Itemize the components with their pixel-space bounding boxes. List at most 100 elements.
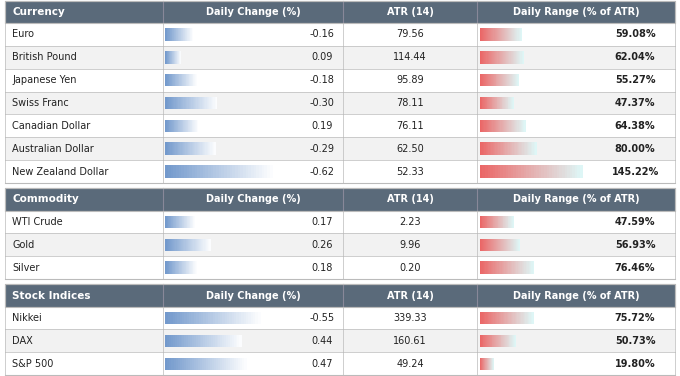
Bar — [172, 216, 173, 228]
Bar — [174, 216, 175, 228]
Bar — [186, 261, 187, 274]
Bar — [505, 120, 507, 132]
Bar — [516, 28, 517, 41]
Bar — [176, 165, 179, 178]
Bar — [5, 352, 675, 375]
Bar — [269, 165, 273, 178]
Bar — [173, 97, 175, 109]
Bar — [183, 120, 184, 132]
Bar — [484, 238, 486, 251]
Bar — [203, 335, 205, 347]
Bar — [186, 335, 188, 347]
Bar — [201, 335, 203, 347]
Bar — [206, 238, 207, 251]
Bar — [516, 120, 517, 132]
Bar — [500, 51, 502, 64]
Bar — [184, 216, 186, 228]
Bar — [481, 74, 482, 86]
Bar — [166, 216, 167, 228]
Bar — [177, 51, 179, 64]
Bar — [194, 312, 197, 324]
Bar — [491, 335, 492, 347]
Bar — [509, 120, 511, 132]
Bar — [191, 261, 192, 274]
Bar — [500, 28, 501, 41]
Bar — [192, 261, 194, 274]
Text: 19.80%: 19.80% — [615, 359, 656, 369]
Bar — [492, 143, 494, 155]
Bar — [505, 97, 506, 109]
Text: -0.16: -0.16 — [309, 29, 334, 39]
Bar — [210, 143, 212, 155]
Bar — [484, 358, 485, 370]
Bar — [504, 97, 505, 109]
Bar — [483, 74, 485, 86]
Bar — [495, 238, 496, 251]
Bar — [171, 28, 173, 41]
Bar — [179, 74, 180, 86]
Text: 0.26: 0.26 — [311, 240, 333, 250]
Bar — [490, 358, 491, 370]
Bar — [504, 261, 506, 274]
Bar — [513, 28, 515, 41]
Bar — [174, 143, 175, 155]
Bar — [256, 312, 258, 324]
Bar — [193, 216, 194, 228]
Bar — [491, 216, 492, 228]
Bar — [507, 28, 509, 41]
Bar — [201, 238, 203, 251]
Bar — [208, 97, 209, 109]
Bar — [175, 261, 176, 274]
Bar — [521, 165, 524, 178]
Bar — [196, 120, 197, 132]
Bar — [519, 261, 521, 274]
Bar — [487, 120, 488, 132]
Bar — [176, 28, 177, 41]
Bar — [500, 312, 502, 324]
Bar — [182, 74, 184, 86]
Bar — [265, 165, 267, 178]
Bar — [171, 216, 172, 228]
Bar — [486, 97, 487, 109]
Bar — [206, 358, 208, 370]
Bar — [175, 238, 177, 251]
Bar — [173, 358, 176, 370]
Bar — [184, 120, 186, 132]
Bar — [567, 165, 570, 178]
Bar — [256, 165, 259, 178]
Bar — [480, 261, 481, 274]
Bar — [541, 165, 545, 178]
Bar — [166, 28, 167, 41]
Bar — [186, 238, 187, 251]
Text: 0.17: 0.17 — [311, 217, 333, 227]
Bar — [194, 358, 196, 370]
Bar — [490, 143, 492, 155]
Bar — [484, 97, 486, 109]
Bar — [509, 312, 511, 324]
Bar — [515, 143, 517, 155]
Bar — [488, 312, 490, 324]
Bar — [489, 335, 490, 347]
Bar — [486, 51, 488, 64]
Bar — [170, 238, 171, 251]
Bar — [187, 28, 188, 41]
Bar — [527, 261, 529, 274]
Bar — [191, 216, 192, 228]
Bar — [494, 28, 496, 41]
Bar — [492, 97, 493, 109]
Bar — [492, 335, 494, 347]
Bar — [178, 216, 179, 228]
Bar — [513, 51, 514, 64]
Bar — [491, 51, 492, 64]
Bar — [575, 165, 578, 178]
Bar — [195, 261, 196, 274]
Bar — [494, 97, 495, 109]
Bar — [186, 143, 187, 155]
Bar — [251, 312, 254, 324]
Bar — [507, 97, 508, 109]
Bar — [181, 28, 182, 41]
Bar — [173, 312, 175, 324]
Bar — [503, 238, 505, 251]
Bar — [198, 238, 199, 251]
Bar — [489, 216, 490, 228]
